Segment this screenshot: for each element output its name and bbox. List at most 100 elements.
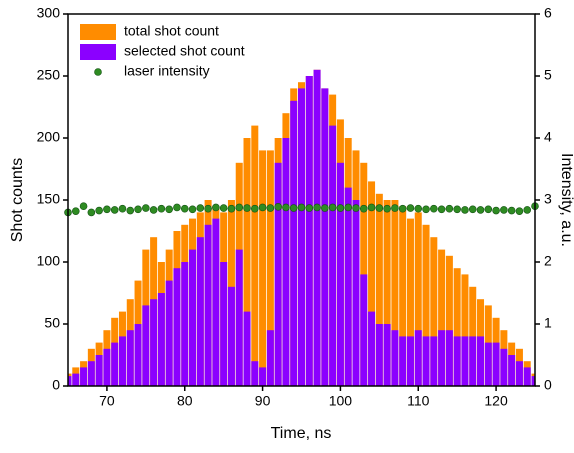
legend-swatch [80, 24, 116, 40]
bar [422, 336, 430, 386]
point [188, 205, 197, 214]
bar [360, 274, 368, 386]
point [126, 206, 135, 215]
bar [235, 249, 243, 386]
point [258, 203, 267, 212]
x-tick-label: 70 [99, 393, 115, 409]
point [476, 206, 485, 214]
y2-tick-label: 4 [544, 129, 552, 145]
bar [399, 336, 407, 386]
legend-swatch [94, 68, 102, 76]
bar [453, 268, 461, 386]
bar [477, 336, 485, 386]
bar [72, 373, 80, 386]
point [212, 203, 220, 212]
y2-tick-label: 1 [544, 315, 552, 331]
bar [391, 330, 399, 386]
bar [414, 212, 422, 386]
bar [95, 355, 103, 386]
bar [220, 262, 228, 386]
bar [150, 299, 158, 386]
bar [204, 224, 212, 386]
point [134, 205, 142, 214]
bar [259, 150, 267, 386]
y-tick-label: 100 [37, 253, 61, 269]
bar [375, 324, 383, 386]
legend-swatch [80, 44, 116, 60]
bar [453, 336, 461, 386]
bar [266, 150, 274, 386]
bar [406, 336, 414, 386]
bar [430, 336, 438, 386]
bar [126, 330, 134, 386]
y2-axis-label: Intensity, a.u. [558, 153, 574, 247]
x-tick-label: 90 [255, 393, 271, 409]
bar [165, 280, 173, 386]
point [235, 203, 244, 212]
bar [352, 200, 360, 386]
point [445, 204, 454, 213]
bar [438, 249, 446, 386]
point [359, 204, 368, 213]
y-tick-label: 300 [37, 5, 61, 21]
point [251, 204, 259, 213]
bar [189, 249, 197, 386]
bar [305, 76, 313, 386]
point [352, 204, 360, 212]
bar [87, 361, 95, 386]
bar [500, 348, 508, 386]
point [391, 204, 399, 212]
bar [329, 125, 337, 386]
point [313, 203, 321, 212]
point [118, 204, 127, 213]
point [500, 206, 508, 214]
bar [80, 367, 88, 386]
point [484, 205, 493, 214]
point [406, 204, 415, 212]
bar [461, 274, 469, 386]
bar [290, 100, 298, 387]
bar [243, 138, 251, 386]
point [289, 204, 298, 212]
point [383, 204, 391, 213]
bar [173, 268, 181, 386]
x-tick-label: 120 [484, 393, 508, 409]
bar [118, 336, 126, 386]
bar [157, 293, 165, 386]
bar [111, 342, 119, 386]
y2-tick-label: 0 [544, 377, 552, 393]
point [71, 207, 80, 215]
y-tick-label: 0 [52, 377, 60, 393]
point [266, 204, 275, 212]
point [157, 204, 166, 213]
point [523, 206, 532, 214]
bar [414, 330, 422, 386]
bar [142, 305, 150, 386]
legend-label: laser intensity [124, 63, 210, 79]
point [453, 205, 461, 214]
point [282, 203, 290, 212]
bar [484, 342, 492, 386]
bar [383, 200, 391, 386]
bar [336, 162, 344, 386]
bar [523, 367, 531, 386]
bar [243, 311, 251, 386]
y2-tick-label: 3 [544, 191, 552, 207]
y-tick-label: 50 [44, 315, 60, 331]
bar [344, 187, 352, 386]
point [243, 204, 251, 212]
y2-tick-label: 2 [544, 253, 552, 269]
bar [406, 218, 414, 386]
bar [445, 330, 453, 386]
point [375, 204, 384, 212]
bar [368, 311, 376, 386]
bar [492, 342, 500, 386]
bar [445, 255, 453, 386]
point [437, 205, 446, 214]
y-tick-label: 150 [37, 191, 61, 207]
bar [274, 162, 282, 386]
point [297, 203, 306, 212]
legend-label: selected shot count [124, 43, 245, 59]
point [328, 203, 337, 212]
